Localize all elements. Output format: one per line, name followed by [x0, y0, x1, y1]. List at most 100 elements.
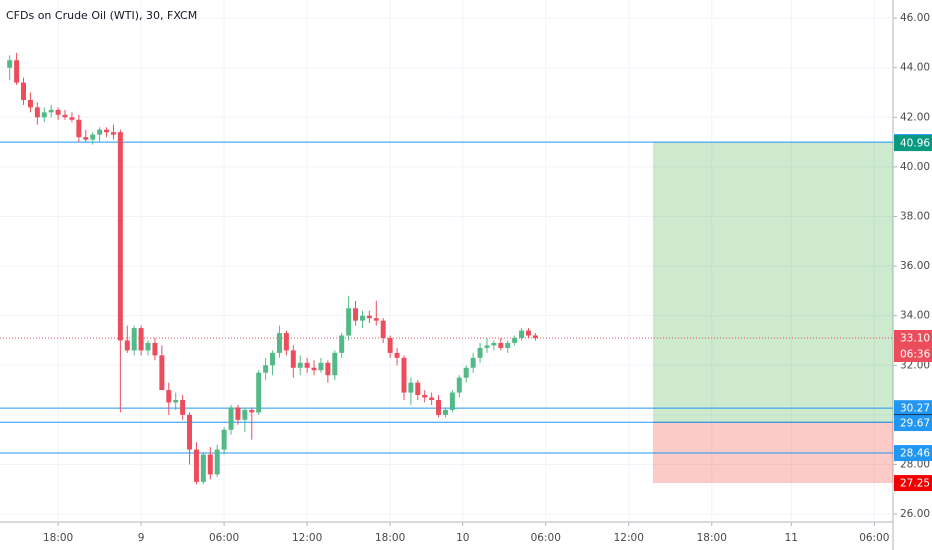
candle-body: [69, 117, 75, 120]
y-tick-label: 40.00: [900, 161, 930, 173]
candle-body: [422, 395, 428, 398]
chart-title: CFDs on Crude Oil (WTI), 30, FXCM: [6, 9, 197, 22]
candle-body: [463, 367, 469, 378]
candle-body: [276, 333, 282, 353]
candle-body: [401, 357, 407, 393]
candle-body: [373, 318, 379, 321]
y-tick-label: 32.00: [900, 359, 930, 371]
candle-body: [394, 352, 400, 358]
price-label-box: [894, 445, 932, 462]
y-tick-label: 42.00: [900, 111, 930, 123]
x-tick-label: 9: [138, 532, 145, 544]
candle-body: [519, 330, 525, 338]
candle-body: [14, 60, 20, 83]
candle-body: [366, 315, 372, 319]
y-tick-label: 28.00: [900, 458, 930, 470]
candle-body: [180, 399, 186, 415]
candle-body: [55, 109, 61, 115]
price-label-box: [894, 415, 932, 432]
candle-body: [138, 328, 144, 351]
candle-body: [498, 342, 504, 348]
candle-body: [34, 107, 40, 118]
price-label: 30.27: [900, 403, 930, 415]
candle-body: [470, 357, 476, 368]
candle-body: [436, 399, 442, 415]
x-tick-label: 12:00: [292, 532, 322, 544]
y-tick-label: 36.00: [900, 260, 930, 272]
candle-body: [173, 399, 179, 403]
candle-body: [532, 335, 538, 338]
candle-body: [456, 377, 462, 393]
candle-body: [145, 342, 151, 351]
candle-body: [242, 409, 248, 420]
candle-body: [214, 449, 220, 475]
y-tick-label: 26.00: [900, 508, 930, 520]
candle-body: [408, 382, 414, 393]
x-tick-label: 12:00: [614, 532, 644, 544]
candle-body: [256, 372, 262, 413]
candle-body: [207, 454, 213, 475]
candle-body: [27, 99, 33, 108]
candle-body: [221, 429, 227, 450]
candle-body: [429, 397, 435, 400]
candle-body: [90, 134, 96, 140]
x-tick-label: 18:00: [43, 532, 73, 544]
candle-body: [525, 330, 531, 336]
candle-body: [415, 382, 421, 396]
candle-body: [228, 407, 234, 430]
candle-body: [290, 350, 296, 368]
price-label-box: [894, 329, 932, 346]
price-label-box: [894, 400, 932, 417]
candle-body: [97, 129, 103, 135]
x-tick-label: 11: [785, 532, 798, 544]
candle-body: [21, 82, 27, 100]
candle-body: [477, 347, 483, 358]
y-tick-label: 46.00: [900, 12, 930, 24]
candle-body: [512, 337, 518, 343]
countdown-box: [894, 345, 932, 362]
series-layer: [0, 0, 893, 522]
candle-body: [104, 129, 110, 133]
candle-body: [263, 365, 269, 373]
price-label: 29.67: [900, 418, 930, 430]
x-tick-label: 18:00: [697, 532, 727, 544]
price-label: 40.96: [900, 138, 930, 150]
candle-body: [193, 449, 199, 482]
price-label-box: [894, 475, 932, 492]
candle-body: [505, 342, 511, 348]
candle-body: [200, 454, 206, 482]
candle-body: [346, 308, 352, 336]
candle-body: [484, 345, 490, 348]
candle-body: [304, 362, 310, 368]
candle-body: [318, 362, 324, 371]
y-tick-label: 44.00: [900, 62, 930, 74]
target-zone: [652, 142, 893, 423]
candle-body: [325, 362, 331, 376]
y-tick-label: 38.00: [900, 210, 930, 222]
price-label-box: [894, 135, 932, 152]
candle-body: [491, 342, 497, 346]
x-tick-label: 18:00: [375, 532, 405, 544]
candle-body: [7, 60, 13, 68]
candle-body: [387, 337, 393, 353]
candle-body: [159, 355, 165, 391]
price-label: 27.25: [900, 478, 930, 490]
x-tick-label: 06:00: [859, 532, 889, 544]
candle-body: [235, 407, 241, 420]
candle-body: [152, 342, 158, 356]
candle-body: [131, 328, 137, 351]
candle-body: [270, 352, 276, 366]
candle-body: [41, 112, 47, 118]
y-tick-label: 34.00: [900, 310, 930, 322]
candle-body: [359, 315, 365, 321]
candle-body: [83, 137, 89, 140]
candle-body: [249, 409, 255, 413]
candle-body: [297, 362, 303, 368]
candle-body: [62, 114, 68, 118]
candle-body: [449, 392, 455, 410]
candle-body: [117, 132, 123, 341]
candle-body: [283, 333, 289, 351]
candle-body: [124, 340, 130, 351]
